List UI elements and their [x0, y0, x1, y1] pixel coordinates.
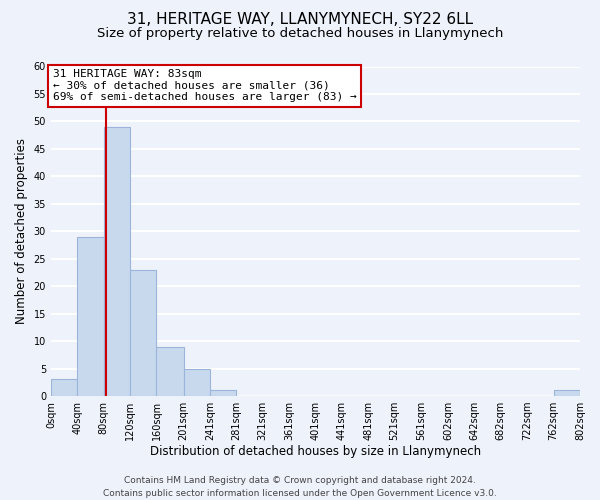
Text: 31, HERITAGE WAY, LLANYMYNECH, SY22 6LL: 31, HERITAGE WAY, LLANYMYNECH, SY22 6LL [127, 12, 473, 28]
Bar [184, 368, 210, 396]
X-axis label: Distribution of detached houses by size in Llanymynech: Distribution of detached houses by size … [150, 444, 481, 458]
Text: Size of property relative to detached houses in Llanymynech: Size of property relative to detached ho… [97, 28, 503, 40]
Bar [104, 127, 130, 396]
Bar [554, 390, 580, 396]
Bar [51, 380, 77, 396]
Bar [77, 236, 104, 396]
Bar [157, 346, 184, 396]
Bar [130, 270, 157, 396]
Text: Contains HM Land Registry data © Crown copyright and database right 2024.
Contai: Contains HM Land Registry data © Crown c… [103, 476, 497, 498]
Y-axis label: Number of detached properties: Number of detached properties [15, 138, 28, 324]
Bar [210, 390, 236, 396]
Text: 31 HERITAGE WAY: 83sqm
← 30% of detached houses are smaller (36)
69% of semi-det: 31 HERITAGE WAY: 83sqm ← 30% of detached… [53, 69, 356, 102]
